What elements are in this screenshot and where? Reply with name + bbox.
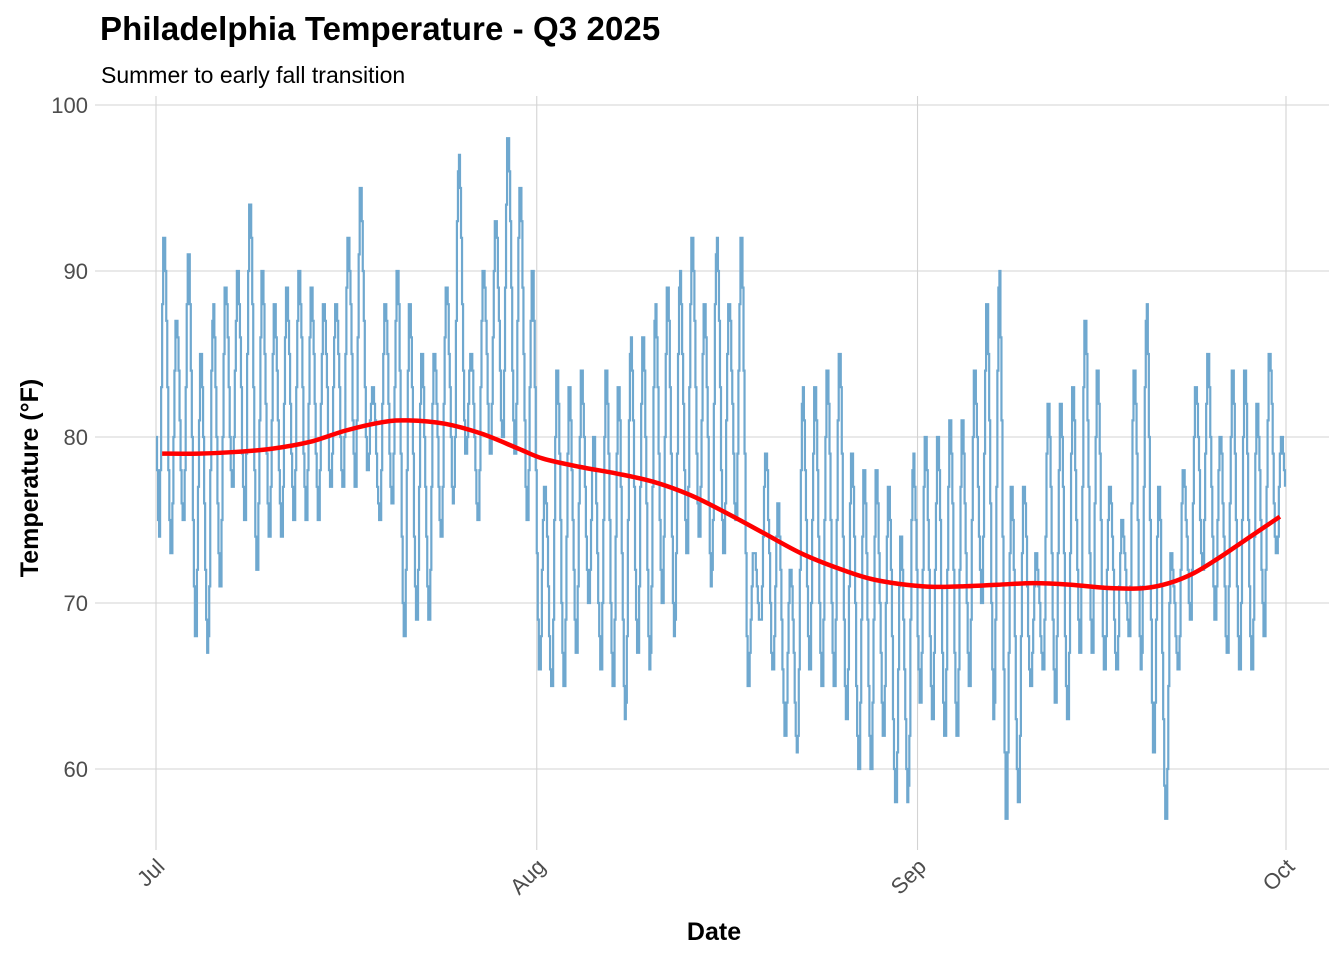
- x-tick-label-aug: Aug: [505, 854, 550, 899]
- smoothed-trend-line: [162, 418, 1282, 591]
- x-axis-ticks: Jul Aug Sep Oct: [132, 854, 1300, 899]
- x-tick-label-jul: Jul: [132, 854, 170, 892]
- y-axis-ticks: 60 70 80 90 100: [51, 93, 88, 782]
- y-tick-label-100: 100: [51, 93, 88, 118]
- x-axis-title: Date: [687, 918, 741, 946]
- x-tick-label-sep: Sep: [886, 854, 931, 899]
- y-tick-label-70: 70: [64, 591, 88, 616]
- chart-subtitle: Summer to early fall transition: [101, 62, 406, 88]
- y-tick-label-60: 60: [64, 757, 88, 782]
- x-tick-label-oct: Oct: [1258, 854, 1300, 896]
- temperature-series-line: [155, 137, 1287, 820]
- chart-title: Philadelphia Temperature - Q3 2025: [100, 10, 661, 47]
- y-tick-label-90: 90: [64, 259, 88, 284]
- series-layer: [155, 137, 1287, 820]
- y-tick-label-80: 80: [64, 425, 88, 450]
- y-axis-title: Temperature (°F): [16, 379, 44, 577]
